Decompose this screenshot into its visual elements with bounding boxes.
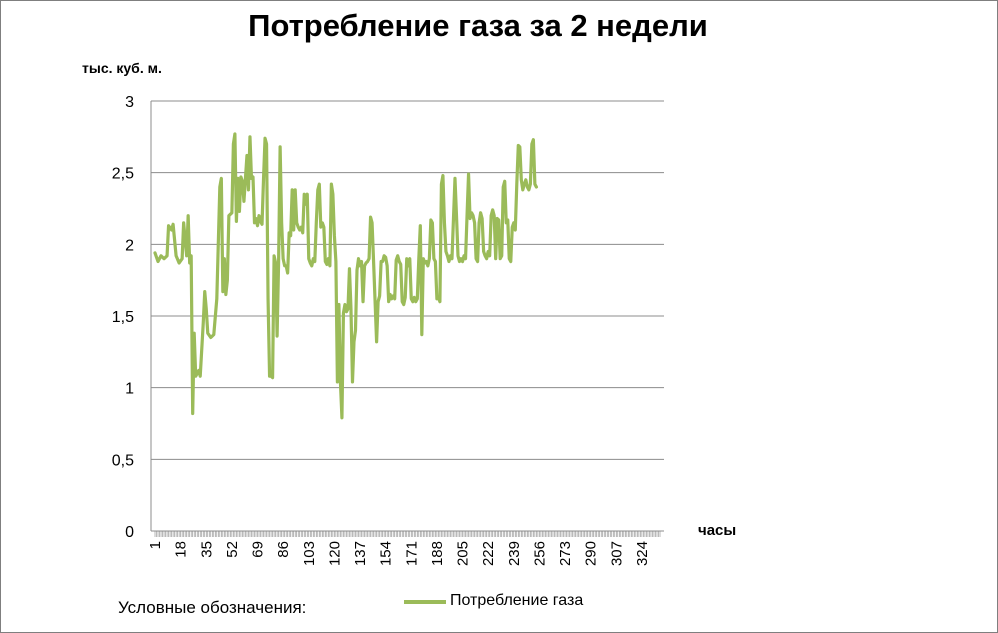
x-tick-label-0: 1	[147, 541, 164, 549]
y-axis-label: тыс. куб. м.	[82, 60, 162, 76]
chart-title: Потребление газа за 2 недели	[248, 8, 708, 43]
gridlines	[150, 100, 664, 532]
x-tick-label-7: 120	[326, 541, 343, 566]
x-axis-label: часы	[698, 522, 737, 539]
y-tick-label-3: 1,5	[112, 309, 134, 326]
x-tick-label-5: 86	[275, 541, 292, 558]
x-tick-label-2: 35	[198, 541, 215, 558]
x-tick-label-3: 52	[224, 541, 241, 558]
x-minor-ticks	[154, 531, 661, 537]
y-tick-label-5: 2,5	[112, 166, 134, 183]
y-tick-label-0: 0	[125, 524, 134, 541]
series-group	[153, 132, 538, 420]
x-tick-label-11: 188	[429, 541, 446, 566]
y-tick-label-4: 2	[125, 237, 134, 254]
y-tick-label-1: 0,5	[112, 452, 134, 469]
x-tick-label-1: 18	[173, 541, 190, 558]
x-tick-label-15: 256	[531, 541, 548, 566]
x-tick-label-16: 273	[557, 541, 574, 566]
x-tick-label-14: 239	[506, 541, 523, 566]
x-tick-labels: 1 18 35 52 69 86 103 120 137 154 171 188 205 222 239 25…	[147, 541, 651, 566]
legend-caption: Условные обозначения:	[118, 598, 307, 617]
x-tick-label-9: 154	[378, 541, 395, 566]
x-tick-label-4: 69	[250, 541, 267, 558]
series-line-0	[153, 132, 538, 420]
x-tick-label-12: 205	[455, 541, 472, 566]
legend-entry-label: Потребление газа	[450, 592, 584, 609]
x-tick-label-18: 307	[608, 541, 625, 566]
legend-swatch	[404, 600, 446, 604]
y-tick-label-6: 3	[125, 94, 134, 111]
x-tick-label-17: 290	[583, 541, 600, 566]
x-tick-label-8: 137	[352, 541, 369, 566]
x-tick-label-10: 171	[403, 541, 420, 566]
x-tick-label-19: 324	[634, 541, 651, 566]
x-tick-label-13: 222	[480, 541, 497, 566]
x-tick-label-6: 103	[301, 541, 318, 566]
y-tick-labels: 0 0,5 1 1,5 2 2,5 3	[112, 94, 134, 541]
x-hour-ticks	[154, 531, 661, 537]
y-tick-label-2: 1	[125, 381, 134, 398]
